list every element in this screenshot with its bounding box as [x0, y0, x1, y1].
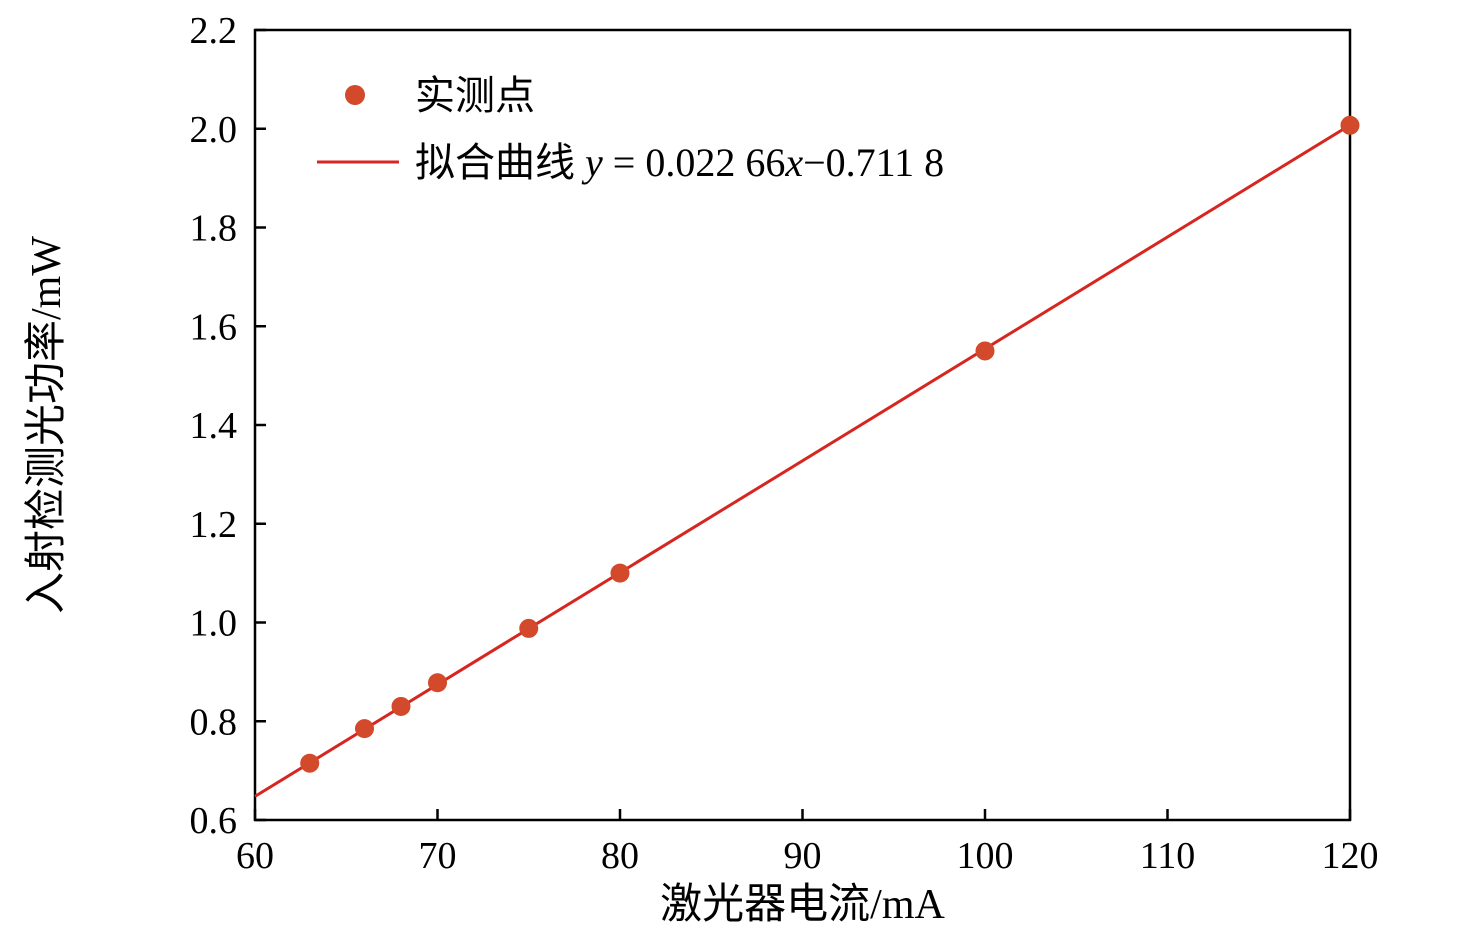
x-tick-label: 60: [236, 835, 274, 877]
y-tick-label: 0.8: [190, 701, 238, 743]
data-point: [610, 563, 630, 583]
y-tick-label: 1.0: [190, 603, 238, 645]
fit-line: [254, 123, 1351, 798]
y-tick-label: 1.6: [190, 306, 238, 348]
data-point: [355, 719, 374, 739]
data-point: [428, 673, 447, 693]
y-tick-label: 1.2: [190, 504, 238, 546]
data-point: [1340, 115, 1360, 135]
y-tick-label: 0.6: [190, 800, 238, 842]
y-tick-label: 1.8: [190, 208, 238, 250]
legend-marker-measured: [345, 85, 365, 105]
x-tick-label: 90: [784, 835, 822, 877]
x-axis-label: 激光器电流/mA: [660, 882, 945, 928]
y-tick-label: 2.0: [190, 109, 238, 151]
y-axis-label: 入射检测光功率/mW: [23, 236, 70, 614]
y-tick-label: 2.2: [190, 10, 238, 52]
data-point: [519, 618, 539, 638]
data-point: [300, 753, 320, 773]
y-tick-label: 1.4: [190, 405, 238, 447]
x-tick-label: 120: [1322, 835, 1379, 877]
legend-label-fit: 拟合曲线 y = 0.022 66x−0.711 8: [415, 140, 944, 185]
legend-label-measured: 实测点: [415, 73, 535, 118]
x-tick-label: 100: [957, 835, 1014, 877]
x-tick-label: 110: [1140, 835, 1196, 877]
x-tick-label: 70: [419, 835, 457, 877]
data-point: [975, 341, 995, 361]
data-point: [391, 696, 411, 716]
x-tick-label: 80: [601, 835, 639, 877]
